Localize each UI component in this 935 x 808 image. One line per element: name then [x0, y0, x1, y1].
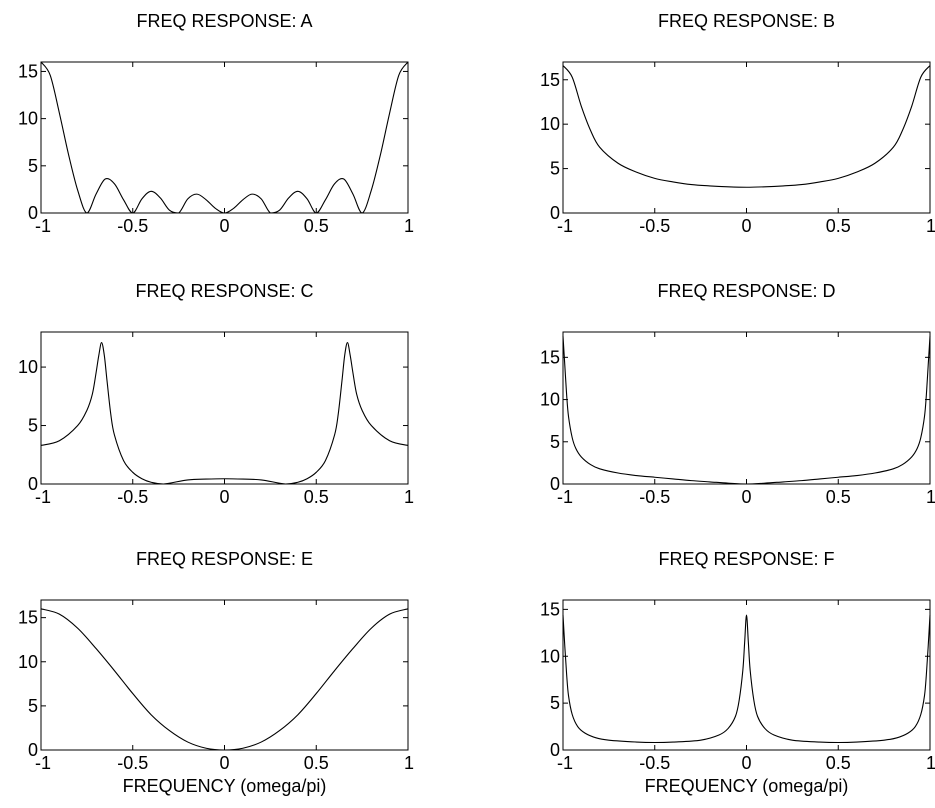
x-tick-label: -1 — [35, 216, 51, 236]
response-curve — [40, 61, 409, 214]
x-tick-label: -1 — [35, 487, 51, 507]
y-tick-label: 5 — [28, 156, 38, 176]
x-tick-label: 0 — [741, 216, 751, 236]
plot-frame — [40, 599, 409, 751]
x-tick-label: -0.5 — [639, 487, 670, 507]
y-tick-label: 10 — [18, 652, 38, 672]
x-tick-label: 0.5 — [304, 216, 329, 236]
x-tick-label: 0.5 — [304, 487, 329, 507]
y-tick-label: 10 — [540, 646, 560, 666]
plot-frame — [562, 61, 931, 214]
y-tick-label: 15 — [540, 599, 560, 619]
y-tick-label: 0 — [550, 474, 560, 494]
x-tick-label: -0.5 — [639, 753, 670, 773]
chart-title: FREQ RESPONSE: B — [658, 11, 835, 31]
chart-title: FREQ RESPONSE: D — [657, 281, 835, 301]
x-tick-label: -1 — [557, 487, 573, 507]
y-tick-label: 5 — [28, 416, 38, 436]
x-tick-label: 1 — [404, 216, 414, 236]
y-tick-label: 15 — [540, 70, 560, 90]
response-curve — [562, 336, 931, 485]
chart-title: FREQ RESPONSE: A — [136, 11, 312, 31]
y-tick-label: 5 — [550, 432, 560, 452]
x-tick-label: -0.5 — [117, 487, 148, 507]
y-tick-label: 10 — [18, 357, 38, 377]
y-tick-label: 15 — [18, 61, 38, 81]
response-curve — [562, 614, 931, 744]
y-tick-label: 0 — [28, 740, 38, 760]
x-tick-label: 1 — [926, 216, 935, 236]
y-tick-label: 15 — [540, 347, 560, 367]
x-tick-label: 1 — [926, 753, 935, 773]
y-tick-label: 5 — [28, 696, 38, 716]
x-tick-label: 0.5 — [826, 487, 851, 507]
y-tick-label: 0 — [550, 203, 560, 223]
plot-frame — [40, 331, 409, 485]
response-curve — [562, 65, 931, 188]
y-tick-label: 10 — [18, 109, 38, 129]
plot-frame — [562, 331, 931, 485]
x-tick-label: 0.5 — [826, 216, 851, 236]
subplot-e: FREQ RESPONSE: E-1 -0.5 0 0.5 1051015FREQUEN… — [18, 549, 414, 796]
x-tick-label: -1 — [557, 216, 573, 236]
chart-title: FREQ RESPONSE: E — [136, 549, 313, 569]
chart-title: FREQ RESPONSE: C — [135, 281, 313, 301]
x-tick-label: -0.5 — [639, 216, 670, 236]
y-tick-label: 5 — [550, 159, 560, 179]
x-axis-label: FREQUENCY (omega/pi) — [123, 776, 327, 796]
y-tick-label: 15 — [18, 608, 38, 628]
x-tick-label: 0 — [741, 487, 751, 507]
x-axis-label: FREQUENCY (omega/pi) — [645, 776, 849, 796]
x-tick-label: -0.5 — [117, 216, 148, 236]
x-tick-label: 1 — [404, 487, 414, 507]
x-tick-label: 0 — [741, 753, 751, 773]
plot-frame — [562, 599, 931, 751]
x-tick-label: 1 — [926, 487, 935, 507]
y-tick-label: 0 — [28, 474, 38, 494]
response-curve — [40, 608, 409, 751]
x-tick-label: 0.5 — [826, 753, 851, 773]
subplot-f: FREQ RESPONSE: F-1 -0.5 0 0.5 1051015FREQUEN… — [540, 549, 935, 796]
x-tick-label: 1 — [404, 753, 414, 773]
x-tick-label: 0 — [219, 487, 229, 507]
y-tick-label: 5 — [550, 693, 560, 713]
x-tick-label: 0.5 — [304, 753, 329, 773]
x-tick-label: -1 — [35, 753, 51, 773]
chart-title: FREQ RESPONSE: F — [658, 549, 834, 569]
y-tick-label: 0 — [28, 203, 38, 223]
x-tick-label: 0 — [219, 216, 229, 236]
plot-frame — [40, 61, 409, 214]
x-tick-label: 0 — [219, 753, 229, 773]
y-tick-label: 10 — [540, 114, 560, 134]
y-tick-label: 0 — [550, 740, 560, 760]
y-tick-label: 10 — [540, 390, 560, 410]
response-curve — [40, 341, 409, 485]
x-tick-label: -1 — [557, 753, 573, 773]
x-tick-label: -0.5 — [117, 753, 148, 773]
